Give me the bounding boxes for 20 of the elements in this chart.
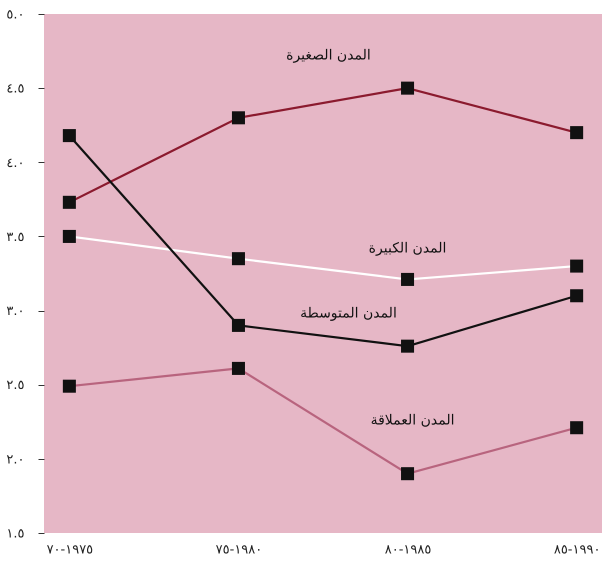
- x-tick-label: ١٩٨٥-٨٠: [384, 542, 432, 558]
- text: المدن الصغيرة: [286, 48, 371, 64]
- point: [62, 129, 76, 142]
- x-tick-label: ١٩٨٠-٧٥: [216, 542, 262, 558]
- x-tick-label: ١٩٧٥-٧٠: [46, 542, 94, 558]
- y-tick-label: ١.٥: [6, 526, 25, 542]
- point: [232, 318, 245, 332]
- y-tick-label: ٣.٥: [6, 230, 25, 245]
- y-tick-label: ٢.٥: [6, 378, 25, 394]
- y-tick-label: ٤.٥: [6, 82, 25, 97]
- y-tick-label: ٢.٠: [6, 452, 24, 468]
- series-label: المدن المتوسطة: [300, 306, 397, 322]
- series-label: المدن العملاقة: [370, 412, 454, 428]
- y-tick-label: ٥.٠: [6, 8, 24, 22]
- series-label: المدن الكبيرة: [368, 240, 446, 256]
- point: [401, 340, 414, 353]
- x-tick-label: ١٩٩٠-٨٥: [554, 542, 600, 558]
- y-tick-label: ٤.٠: [6, 156, 24, 171]
- point: [570, 289, 584, 302]
- y-tick-label: ٣.٠: [6, 304, 24, 320]
